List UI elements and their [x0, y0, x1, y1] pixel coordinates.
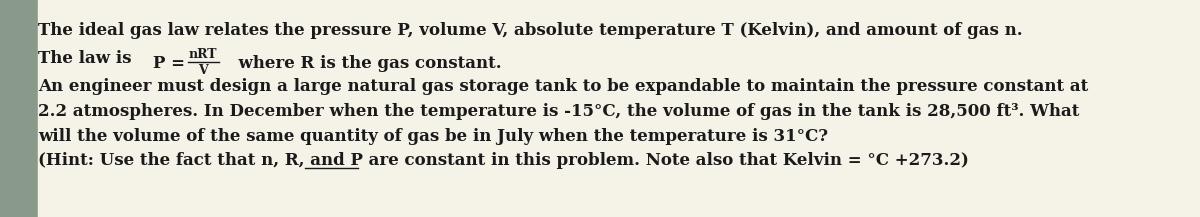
- Text: The ideal gas law relates the pressure P, volume V, absolute temperature T (Kelv: The ideal gas law relates the pressure P…: [38, 22, 1022, 39]
- Text: An engineer must design a large natural gas storage tank to be expandable to mai: An engineer must design a large natural …: [38, 78, 1088, 95]
- Text: V: V: [198, 64, 208, 77]
- Text: nRT: nRT: [190, 48, 217, 61]
- Text: The law is: The law is: [38, 50, 137, 67]
- Text: (Hint: Use the fact that n, R, and P are constant in this problem. Note also tha: (Hint: Use the fact that n, R, and P are…: [38, 152, 968, 169]
- Text: will the volume of the same quantity of gas be in July when the temperature is 3: will the volume of the same quantity of …: [38, 128, 828, 145]
- Text: 2.2 atmospheres. In December when the temperature is -15°C, the volume of gas in: 2.2 atmospheres. In December when the te…: [38, 103, 1079, 120]
- Text: where R is the gas constant.: where R is the gas constant.: [227, 55, 502, 72]
- Text: P =: P =: [154, 55, 185, 72]
